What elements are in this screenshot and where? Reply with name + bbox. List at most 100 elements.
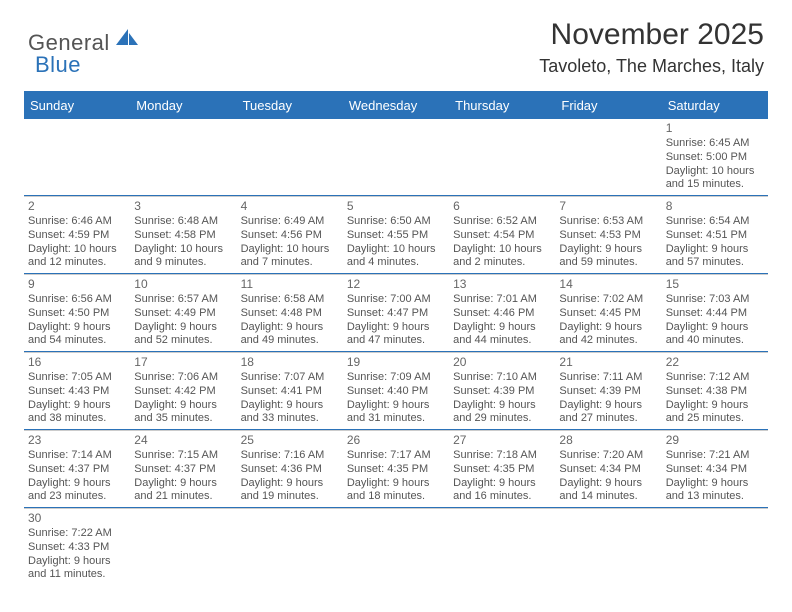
- sunrise-text: Sunrise: 6:54 AM: [666, 215, 764, 229]
- sunset-text: Sunset: 4:38 PM: [666, 385, 764, 399]
- sunrise-text: Sunrise: 7:12 AM: [666, 371, 764, 385]
- sunset-text: Sunset: 4:37 PM: [28, 463, 126, 477]
- day2-text: and 4 minutes.: [347, 256, 445, 270]
- day-cell: 22Sunrise: 7:12 AMSunset: 4:38 PMDayligh…: [662, 352, 768, 429]
- sunrise-text: Sunrise: 6:50 AM: [347, 215, 445, 229]
- day2-text: and 25 minutes.: [666, 412, 764, 426]
- week-row: 30Sunrise: 7:22 AMSunset: 4:33 PMDayligh…: [24, 508, 768, 585]
- day-header: Monday: [130, 93, 236, 119]
- day-number: 2: [28, 199, 126, 214]
- day-cell: 25Sunrise: 7:16 AMSunset: 4:36 PMDayligh…: [237, 430, 343, 507]
- sunset-text: Sunset: 4:46 PM: [453, 307, 551, 321]
- day-header: Wednesday: [343, 93, 449, 119]
- day-number: 4: [241, 199, 339, 214]
- day-number: 19: [347, 355, 445, 370]
- sunrise-text: Sunrise: 7:15 AM: [134, 449, 232, 463]
- day2-text: and 33 minutes.: [241, 412, 339, 426]
- day-cell: 19Sunrise: 7:09 AMSunset: 4:40 PMDayligh…: [343, 352, 449, 429]
- day2-text: and 38 minutes.: [28, 412, 126, 426]
- sunrise-text: Sunrise: 7:06 AM: [134, 371, 232, 385]
- day1-text: Daylight: 9 hours: [666, 477, 764, 491]
- day2-text: and 15 minutes.: [666, 178, 764, 192]
- sunset-text: Sunset: 4:48 PM: [241, 307, 339, 321]
- day-header-row: Sunday Monday Tuesday Wednesday Thursday…: [24, 93, 768, 119]
- day-number: 7: [559, 199, 657, 214]
- week-row: 16Sunrise: 7:05 AMSunset: 4:43 PMDayligh…: [24, 352, 768, 430]
- calendar: Sunday Monday Tuesday Wednesday Thursday…: [24, 91, 768, 585]
- sunset-text: Sunset: 4:41 PM: [241, 385, 339, 399]
- day-number: 14: [559, 277, 657, 292]
- day-cell: 14Sunrise: 7:02 AMSunset: 4:45 PMDayligh…: [555, 274, 661, 351]
- day-cell: 9Sunrise: 6:56 AMSunset: 4:50 PMDaylight…: [24, 274, 130, 351]
- empty-cell: [237, 508, 343, 585]
- day2-text: and 47 minutes.: [347, 334, 445, 348]
- logo-text-blue-wrap: Blue: [35, 52, 81, 78]
- sunrise-text: Sunrise: 7:01 AM: [453, 293, 551, 307]
- sunrise-text: Sunrise: 7:16 AM: [241, 449, 339, 463]
- day1-text: Daylight: 10 hours: [347, 243, 445, 257]
- day-header: Thursday: [449, 93, 555, 119]
- sunset-text: Sunset: 4:42 PM: [134, 385, 232, 399]
- sunset-text: Sunset: 4:59 PM: [28, 229, 126, 243]
- sunrise-text: Sunrise: 7:09 AM: [347, 371, 445, 385]
- day2-text: and 7 minutes.: [241, 256, 339, 270]
- day1-text: Daylight: 9 hours: [28, 477, 126, 491]
- sunset-text: Sunset: 4:36 PM: [241, 463, 339, 477]
- sunrise-text: Sunrise: 7:21 AM: [666, 449, 764, 463]
- day-cell: 3Sunrise: 6:48 AMSunset: 4:58 PMDaylight…: [130, 196, 236, 273]
- day1-text: Daylight: 10 hours: [666, 165, 764, 179]
- day-number: 21: [559, 355, 657, 370]
- day2-text: and 2 minutes.: [453, 256, 551, 270]
- sunrise-text: Sunrise: 7:03 AM: [666, 293, 764, 307]
- day1-text: Daylight: 10 hours: [453, 243, 551, 257]
- sunrise-text: Sunrise: 7:10 AM: [453, 371, 551, 385]
- day-header: Saturday: [662, 93, 768, 119]
- day1-text: Daylight: 9 hours: [134, 477, 232, 491]
- day2-text: and 21 minutes.: [134, 490, 232, 504]
- day2-text: and 31 minutes.: [347, 412, 445, 426]
- day1-text: Daylight: 9 hours: [666, 399, 764, 413]
- day1-text: Daylight: 9 hours: [666, 321, 764, 335]
- sunset-text: Sunset: 4:56 PM: [241, 229, 339, 243]
- sunset-text: Sunset: 4:35 PM: [453, 463, 551, 477]
- sunrise-text: Sunrise: 6:53 AM: [559, 215, 657, 229]
- day-number: 22: [666, 355, 764, 370]
- day-number: 26: [347, 433, 445, 448]
- day2-text: and 59 minutes.: [559, 256, 657, 270]
- sunrise-text: Sunrise: 7:17 AM: [347, 449, 445, 463]
- sunrise-text: Sunrise: 6:49 AM: [241, 215, 339, 229]
- day2-text: and 13 minutes.: [666, 490, 764, 504]
- day1-text: Daylight: 9 hours: [453, 477, 551, 491]
- day-number: 17: [134, 355, 232, 370]
- day2-text: and 16 minutes.: [453, 490, 551, 504]
- day2-text: and 18 minutes.: [347, 490, 445, 504]
- day1-text: Daylight: 9 hours: [241, 477, 339, 491]
- day2-text: and 9 minutes.: [134, 256, 232, 270]
- day2-text: and 42 minutes.: [559, 334, 657, 348]
- day1-text: Daylight: 9 hours: [559, 321, 657, 335]
- day-cell: 1Sunrise: 6:45 AMSunset: 5:00 PMDaylight…: [662, 119, 768, 195]
- day-cell: 23Sunrise: 7:14 AMSunset: 4:37 PMDayligh…: [24, 430, 130, 507]
- day-cell: 13Sunrise: 7:01 AMSunset: 4:46 PMDayligh…: [449, 274, 555, 351]
- sunset-text: Sunset: 4:50 PM: [28, 307, 126, 321]
- day-cell: 7Sunrise: 6:53 AMSunset: 4:53 PMDaylight…: [555, 196, 661, 273]
- day1-text: Daylight: 9 hours: [559, 399, 657, 413]
- day-number: 1: [666, 121, 764, 136]
- day1-text: Daylight: 9 hours: [559, 477, 657, 491]
- weeks-container: 1Sunrise: 6:45 AMSunset: 5:00 PMDaylight…: [24, 119, 768, 585]
- day1-text: Daylight: 9 hours: [241, 321, 339, 335]
- sunset-text: Sunset: 5:00 PM: [666, 151, 764, 165]
- day1-text: Daylight: 9 hours: [453, 399, 551, 413]
- day2-text: and 49 minutes.: [241, 334, 339, 348]
- day-number: 29: [666, 433, 764, 448]
- sunrise-text: Sunrise: 7:05 AM: [28, 371, 126, 385]
- sunset-text: Sunset: 4:34 PM: [559, 463, 657, 477]
- day-cell: 12Sunrise: 7:00 AMSunset: 4:47 PMDayligh…: [343, 274, 449, 351]
- sunset-text: Sunset: 4:51 PM: [666, 229, 764, 243]
- sunset-text: Sunset: 4:39 PM: [453, 385, 551, 399]
- day1-text: Daylight: 9 hours: [347, 399, 445, 413]
- day-number: 20: [453, 355, 551, 370]
- sunset-text: Sunset: 4:34 PM: [666, 463, 764, 477]
- week-row: 1Sunrise: 6:45 AMSunset: 5:00 PMDaylight…: [24, 119, 768, 196]
- day-number: 23: [28, 433, 126, 448]
